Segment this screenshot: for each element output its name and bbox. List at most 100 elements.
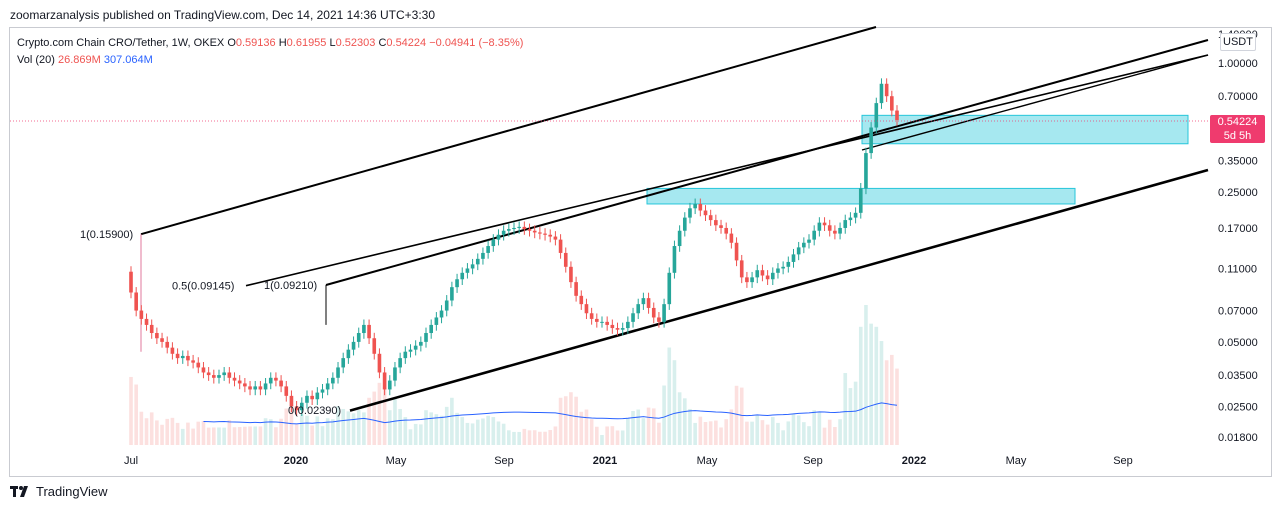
last-price-countdown: 5d 5h: [1223, 130, 1252, 142]
volume-bar: [657, 422, 661, 445]
volume-label[interactable]: Vol (20): [17, 54, 55, 66]
volume-bar: [688, 408, 692, 445]
volume-bar: [289, 405, 294, 445]
candle-body: [289, 395, 294, 407]
x-tick-label: 2021: [593, 455, 617, 467]
symbol-name[interactable]: Crypto.com Chain CRO/Tether, 1W, OKEX: [17, 37, 225, 49]
candle-body: [776, 268, 780, 273]
x-tick-label: Jul: [124, 455, 138, 467]
currency-button[interactable]: USDT: [1220, 33, 1256, 51]
candle-body: [895, 110, 899, 121]
candle-body: [677, 230, 682, 247]
candle-body: [129, 271, 133, 293]
volume-bar: [186, 422, 190, 445]
volume-bar: [553, 426, 558, 445]
channel-line[interactable]: [140, 26, 877, 236]
volume-bar: [838, 419, 842, 445]
volume-bar: [724, 419, 729, 445]
candle-body: [403, 351, 408, 359]
volume-bar: [346, 411, 351, 445]
volume-bar: [745, 421, 749, 445]
candle-body: [155, 333, 159, 339]
tradingview-logo-icon[interactable]: [10, 486, 30, 497]
candle-body: [206, 372, 211, 376]
volume-bar: [129, 376, 133, 445]
fib-label: 1(0.09210): [264, 280, 317, 292]
candle-body: [284, 386, 289, 396]
channel-lines: [140, 26, 1209, 412]
candle-body: [465, 268, 470, 273]
volume-ma-value: 307.064M: [103, 54, 153, 66]
volume-bar: [786, 421, 791, 445]
volume-bar: [268, 419, 273, 445]
volume-bar: [211, 427, 216, 445]
y-tick-label: 0.17000: [1218, 223, 1258, 235]
volume-bar: [631, 410, 635, 445]
volume-bar: [491, 417, 496, 445]
candle-body: [739, 260, 744, 278]
volume-bar: [822, 427, 827, 445]
channel-line[interactable]: [349, 168, 1209, 412]
y-tick-label: 0.70000: [1218, 91, 1258, 103]
tradingview-brand[interactable]: TradingView: [36, 484, 108, 499]
chart-frame: [9, 27, 1272, 477]
volume-bar: [450, 397, 454, 445]
candle-body: [222, 372, 226, 376]
volume-bar: [470, 423, 475, 445]
volume-bar: [714, 420, 718, 445]
volume-bar: [408, 429, 413, 445]
candle-body: [770, 272, 775, 280]
candle-body: [791, 254, 796, 262]
candle-body: [232, 377, 237, 381]
candle-body: [641, 298, 646, 305]
candle-body: [760, 270, 765, 276]
candle-body: [258, 386, 263, 390]
candle-body: [398, 358, 402, 368]
publish-header: zoomarzanalysis published on TradingView…: [10, 8, 436, 22]
volume-bar: [413, 423, 418, 445]
volume-bar: [522, 428, 527, 445]
channel-line[interactable]: [245, 54, 1209, 287]
volume-bar: [833, 426, 837, 445]
candle-body: [496, 234, 501, 240]
volume-bar: [263, 418, 268, 445]
volume-bar: [222, 427, 226, 445]
open-label: O: [227, 37, 236, 49]
zone-upper[interactable]: [861, 114, 1189, 145]
candle-body: [853, 212, 858, 218]
volume-bar: [781, 430, 785, 445]
volume-bar: [258, 426, 263, 445]
volume-bar: [325, 418, 330, 445]
y-tick-label: 0.35000: [1218, 156, 1258, 168]
volume-bar: [206, 427, 211, 445]
candle-body: [843, 220, 848, 228]
volume-bar: [641, 418, 646, 445]
candle-body: [268, 377, 273, 384]
candle-body: [346, 349, 351, 359]
channel-line[interactable]: [325, 39, 1209, 286]
volume-bar: [677, 392, 682, 445]
volume-bar: [367, 397, 371, 445]
volume-bar: [139, 411, 144, 445]
zones: [646, 114, 1189, 205]
candle-body: [786, 261, 791, 267]
volume-bar: [626, 417, 630, 445]
candle-body: [558, 239, 563, 253]
volume-bar: [719, 427, 723, 445]
candle-body: [569, 266, 573, 283]
candle-body: [382, 372, 387, 390]
candle-body: [196, 362, 201, 368]
channel-line[interactable]: [861, 54, 1209, 151]
candle-body: [672, 246, 677, 273]
candle-body: [553, 236, 558, 240]
volume-bar: [460, 417, 465, 445]
candle-body: [527, 229, 532, 231]
candle-body: [299, 402, 304, 411]
y-tick-label: 1.00000: [1218, 58, 1258, 70]
volume-bar: [382, 387, 387, 445]
candle-body: [651, 307, 656, 318]
candle-body: [750, 277, 754, 283]
volume-bar: [315, 416, 320, 445]
volume-bar: [620, 430, 625, 445]
